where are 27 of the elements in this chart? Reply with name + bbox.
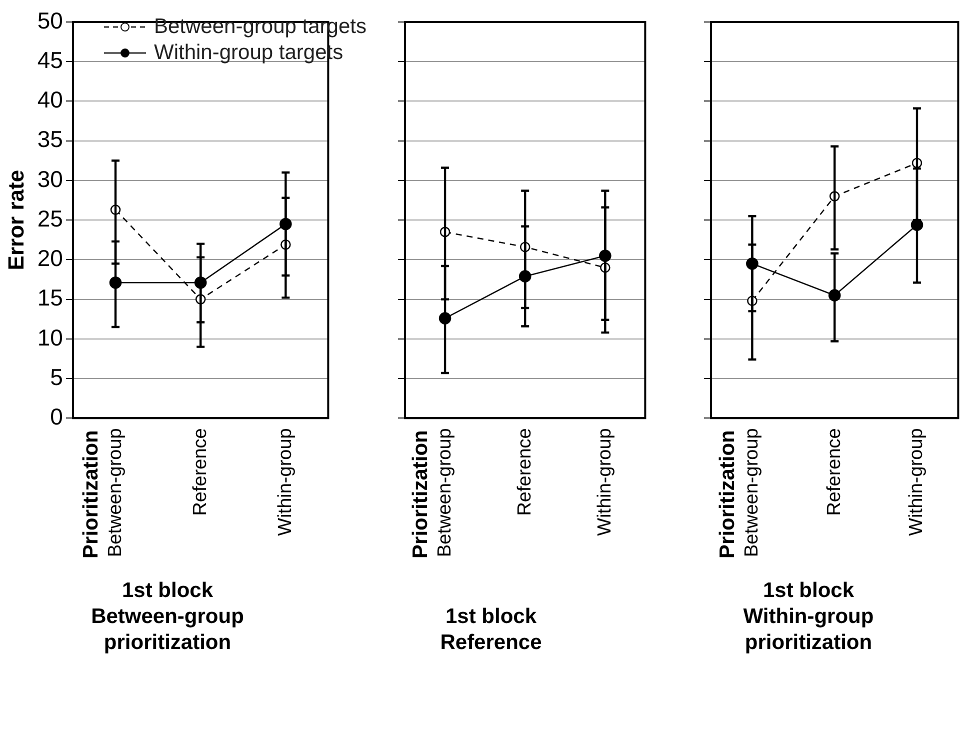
- y-tick-label: 0: [50, 403, 63, 430]
- y-tick-label: 5: [50, 364, 63, 390]
- text: Prioritization: [79, 430, 102, 558]
- y-tick-label: 45: [37, 46, 63, 73]
- y-tick-label: 35: [37, 126, 63, 152]
- x-tick-label: Between-group: [741, 428, 762, 558]
- text: Prioritization: [716, 430, 739, 558]
- x-tick-label: Within-group: [274, 428, 296, 536]
- x-tick-label: Reference: [190, 428, 211, 516]
- y-tick-label: 10: [37, 324, 63, 350]
- text: Prioritization: [408, 430, 432, 558]
- y-tick-label: 30: [37, 166, 63, 192]
- y-tick-label: 40: [37, 86, 63, 113]
- y-tick-label: 50: [37, 7, 63, 34]
- y-tick-label: 25: [37, 205, 63, 232]
- x-tick-label: Between-group: [434, 428, 456, 558]
- text: 1st block Between-group prioritization: [90, 578, 245, 656]
- text: 1st block Within-group prioritization: [742, 578, 875, 656]
- x-tick-label: Reference: [824, 428, 845, 516]
- y-tick-label: 15: [37, 284, 63, 311]
- x-tick-label: Within-group: [594, 428, 616, 536]
- x-tick-label: Within-group: [906, 428, 928, 536]
- text: 1st block Reference: [439, 604, 543, 656]
- x-tick-label: Between-group: [104, 428, 126, 558]
- y-tick-label: 20: [37, 245, 63, 272]
- y-axis-title: Error rate: [3, 170, 28, 270]
- x-tick-label: Reference: [514, 428, 536, 516]
